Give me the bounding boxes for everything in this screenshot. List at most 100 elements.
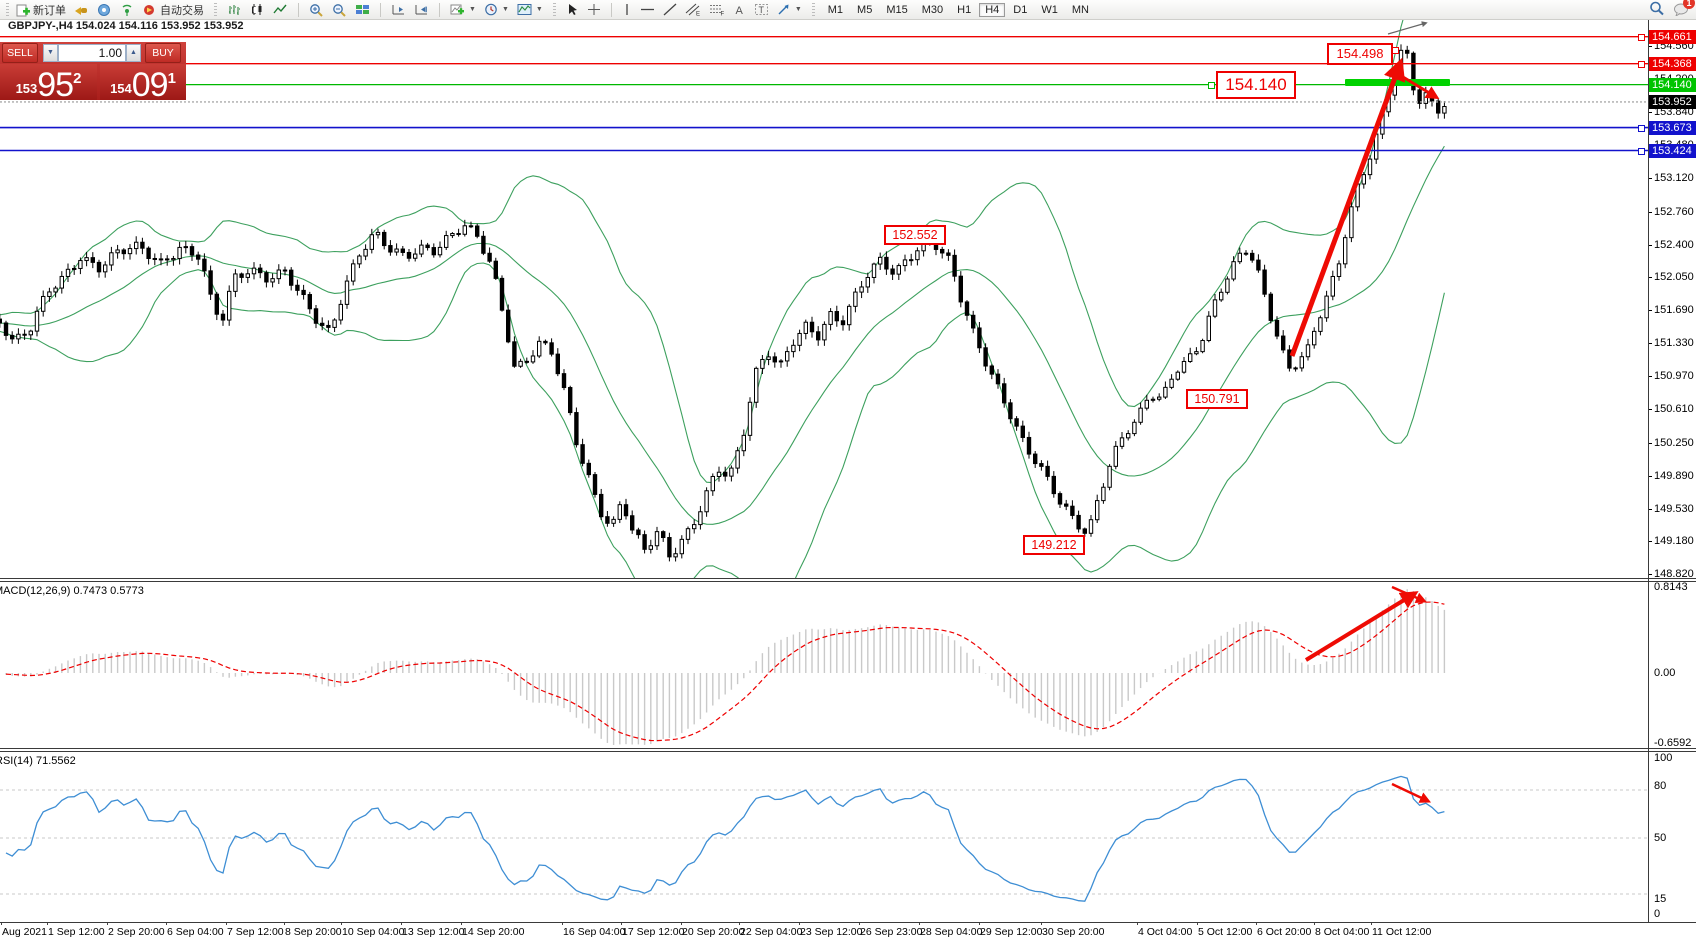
date-label[interactable]: 28 Sep 04:00 (918, 922, 983, 938)
date-label[interactable]: 13 Sep 12:00 (400, 922, 465, 938)
fibonacci-button[interactable]: F (705, 2, 729, 17)
price-callout[interactable]: 152.552 (884, 225, 946, 245)
object-anchor[interactable] (1638, 33, 1645, 41)
timeframe-d1[interactable]: D1 (1013, 3, 1028, 16)
date-label[interactable]: 29 Sep 12:00 (978, 922, 1043, 938)
date-label[interactable]: 14 Sep 20:00 (460, 922, 525, 938)
price-tick: 150.970 (1648, 370, 1694, 383)
price-callout[interactable]: 154.498 (1327, 43, 1393, 65)
bar-chart-button[interactable] (223, 2, 246, 17)
auto-trading-button[interactable]: 自动交易 (139, 1, 208, 19)
volume-increase-button[interactable]: ▲ (126, 44, 141, 62)
search-button[interactable] (1649, 1, 1665, 19)
sell-price[interactable]: 153 95 2 (0, 64, 97, 100)
timeframe-m15[interactable]: M15 (886, 3, 908, 16)
trendline-button[interactable] (659, 2, 681, 17)
date-label[interactable]: 30 Sep 20:00 (1040, 922, 1105, 938)
timeframe-h1[interactable]: H1 (957, 3, 972, 16)
price-level-chip: 153.424 (1649, 143, 1696, 158)
periods-button[interactable]: ▼ (480, 2, 513, 17)
date-label[interactable]: 22 Sep 04:00 (738, 922, 803, 938)
object-anchor[interactable] (1638, 124, 1645, 132)
volume-decrease-button[interactable]: ▼ (43, 44, 58, 62)
line-chart-button[interactable] (269, 2, 292, 17)
date-label[interactable]: 7 Sep 12:00 (226, 922, 284, 938)
pane-separator (0, 751, 1696, 752)
chart-shift-button[interactable] (387, 2, 410, 17)
drawn-arrows[interactable] (1289, 21, 1440, 803)
sell-button[interactable]: SELL (2, 43, 38, 63)
buy-button[interactable]: BUY (145, 43, 181, 63)
date-label[interactable]: 8 Oct 04:00 (1313, 922, 1370, 938)
object-anchor[interactable] (1638, 60, 1645, 68)
object-anchor[interactable] (1392, 47, 1399, 54)
date-label[interactable]: 6 Sep 04:00 (166, 922, 224, 938)
new-chart-button[interactable]: ▼ (446, 2, 480, 17)
date-label[interactable]: 26 Sep 23:00 (858, 922, 923, 938)
timeframe-w1[interactable]: W1 (1041, 3, 1058, 16)
timeframe-h4[interactable]: H4 (979, 2, 1006, 17)
volume-input[interactable] (58, 44, 126, 62)
zoom-out-icon (333, 3, 346, 17)
price-tick: 150.610 (1648, 403, 1694, 416)
timeframe-m30[interactable]: M30 (921, 3, 944, 16)
crosshair-button[interactable] (583, 2, 605, 17)
news-button[interactable] (70, 2, 93, 17)
date-label[interactable]: 11 Oct 12:00 (1370, 922, 1432, 938)
rsi-pane[interactable] (0, 775, 1648, 902)
zoom-out-button[interactable] (328, 2, 351, 18)
tile-windows-button[interactable] (351, 2, 374, 17)
price-callout[interactable]: 150.791 (1186, 389, 1248, 409)
rsi-axis-label: 0 (1654, 908, 1661, 920)
vertical-line-button[interactable] (618, 2, 636, 17)
new-order-button[interactable]: 新订单 (12, 1, 70, 19)
macd-axis-label: 0.8143 (1654, 581, 1688, 593)
auto-scroll-button[interactable] (410, 2, 433, 17)
timeframe-m1[interactable]: M1 (827, 3, 844, 16)
date-label[interactable]: Aug 2021 (1, 922, 47, 938)
cursor-button[interactable] (562, 2, 583, 17)
horizontal-line-button[interactable] (636, 2, 659, 17)
date-label[interactable]: 20 Sep 20:00 (680, 922, 745, 938)
arrows-button[interactable]: ▼ (773, 2, 806, 17)
price-callout[interactable]: 149.212 (1023, 535, 1085, 555)
date-label[interactable]: 23 Sep 12:00 (798, 922, 863, 938)
equidistant-channel-button[interactable]: E (681, 2, 705, 17)
timeframe-mn[interactable]: MN (1071, 3, 1089, 16)
notifications-button[interactable]: 1 (1673, 0, 1695, 19)
date-label[interactable]: 4 Oct 04:00 (1136, 922, 1193, 938)
toolbar-grip[interactable] (552, 3, 556, 16)
toolbar-grip[interactable] (214, 3, 217, 16)
macd-pane[interactable] (5, 589, 1446, 745)
toolbar-grip[interactable] (6, 3, 9, 16)
zoom-in-button[interactable] (305, 2, 328, 18)
macd-label: MACD(12,26,9) 0.7473 0.5773 (0, 585, 144, 597)
templates-button[interactable]: ▼ (513, 2, 547, 17)
date-label[interactable]: 10 Sep 04:00 (340, 922, 405, 938)
text-button[interactable]: A (729, 2, 750, 17)
date-label[interactable]: 2 Sep 20:00 (107, 922, 165, 938)
buy-price[interactable]: 154 09 1 (100, 64, 186, 100)
signals-button[interactable] (116, 2, 139, 17)
zoom-in-icon (310, 3, 323, 17)
price-callout[interactable]: 154.140 (1216, 71, 1296, 99)
object-anchor[interactable] (1638, 147, 1645, 155)
toolbar-grip[interactable] (811, 3, 815, 16)
date-label[interactable]: 8 Sep 20:00 (284, 922, 342, 938)
text-label-button[interactable]: T (750, 2, 773, 17)
date-label[interactable]: 6 Oct 20:00 (1255, 922, 1312, 938)
pane-separator[interactable] (0, 748, 1696, 749)
object-anchor[interactable] (1208, 81, 1215, 89)
date-label[interactable]: 16 Sep 04:00 (561, 922, 626, 938)
candlestick-chart-button[interactable] (246, 2, 269, 17)
date-label[interactable]: 17 Sep 12:00 (620, 922, 685, 938)
market-button[interactable] (93, 2, 116, 17)
main-chart-pane[interactable] (0, 0, 1648, 611)
date-label[interactable]: 5 Oct 12:00 (1196, 922, 1253, 938)
timeframe-m5[interactable]: M5 (857, 3, 873, 16)
pane-separator[interactable] (0, 578, 1696, 579)
macd-axis-label: -0.6592 (1654, 737, 1692, 749)
date-label[interactable]: 1 Sep 12:00 (47, 922, 105, 938)
